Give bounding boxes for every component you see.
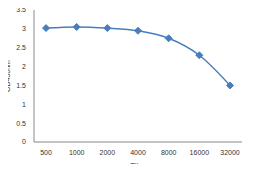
svg-text:1000: 1000: [69, 149, 85, 156]
svg-text:3: 3: [22, 25, 26, 32]
svg-text:Titre: Titre: [130, 161, 146, 164]
svg-text:32000: 32000: [220, 149, 240, 156]
svg-text:2000: 2000: [100, 149, 116, 156]
svg-text:0.5: 0.5: [16, 120, 26, 127]
svg-text:500: 500: [40, 149, 52, 156]
svg-text:3.5: 3.5: [16, 8, 26, 13]
svg-text:1: 1: [22, 101, 26, 108]
svg-text:2: 2: [22, 63, 26, 70]
svg-text:1.5: 1.5: [16, 82, 26, 89]
svg-text:2.5: 2.5: [16, 44, 26, 51]
svg-text:4000: 4000: [130, 149, 146, 156]
svg-text:OD450nm: OD450nm: [8, 60, 11, 92]
svg-text:16000: 16000: [190, 149, 210, 156]
svg-text:8000: 8000: [161, 149, 177, 156]
svg-text:0: 0: [22, 138, 26, 145]
